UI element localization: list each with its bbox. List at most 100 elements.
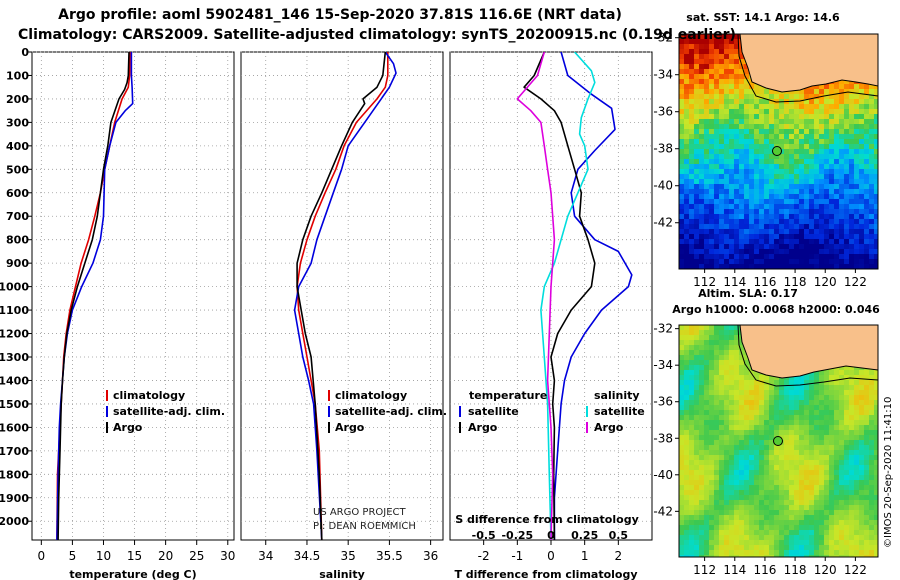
map-cell	[874, 99, 878, 105]
map-cell	[794, 540, 800, 546]
map-cell	[834, 545, 840, 551]
map-cell	[834, 475, 840, 481]
map-cell	[699, 330, 705, 336]
map-cell	[854, 129, 860, 135]
map-cell	[769, 410, 775, 416]
map-cell	[694, 54, 700, 60]
map-cell	[854, 114, 860, 120]
map-cell	[719, 440, 725, 446]
map-cell	[704, 515, 710, 521]
map-cell	[864, 410, 870, 416]
map-cell	[819, 390, 825, 396]
map-cell	[844, 94, 850, 100]
map-cell	[804, 159, 810, 165]
map-cell	[684, 144, 690, 150]
map-cell	[759, 189, 765, 195]
map-cell	[804, 209, 810, 215]
map-cell	[714, 59, 720, 65]
map-cell	[719, 44, 725, 50]
map-cell	[734, 365, 740, 371]
map-cell	[804, 119, 810, 125]
map-cell	[769, 264, 775, 269]
map-cell	[689, 264, 695, 269]
map-cell	[744, 184, 750, 190]
map-cell	[849, 194, 855, 200]
map-cell	[869, 204, 875, 210]
map-cell	[684, 460, 690, 466]
map-cell	[734, 39, 740, 45]
map-cell	[829, 485, 835, 491]
map-cell	[854, 144, 860, 150]
map-cell	[744, 540, 750, 546]
map-cell	[849, 515, 855, 521]
map-cell	[759, 385, 765, 391]
map-cell	[774, 109, 780, 115]
map-cell	[864, 84, 870, 90]
map-cell	[789, 124, 795, 130]
map-cell	[719, 500, 725, 506]
map-cell	[744, 154, 750, 160]
map-cell	[809, 400, 815, 406]
map-cell	[814, 179, 820, 185]
map-cell	[754, 370, 760, 376]
map-cell	[759, 525, 765, 531]
map-cell	[789, 149, 795, 155]
map-cell	[694, 370, 700, 376]
map-cell	[864, 264, 870, 269]
map-cell	[679, 169, 685, 175]
map-cell	[749, 470, 755, 476]
map-cell	[714, 139, 720, 145]
map-cell	[874, 545, 878, 551]
map-cell	[774, 520, 780, 526]
map-cell	[789, 395, 795, 401]
x-tick-label: 34.5	[294, 549, 321, 563]
map-cell	[864, 535, 870, 541]
map-cell	[784, 470, 790, 476]
map-cell	[699, 164, 705, 170]
map-cell	[774, 119, 780, 125]
map-cell	[709, 385, 715, 391]
map-cell	[679, 475, 685, 481]
map-x-tick-label: 114	[723, 563, 746, 577]
map-cell	[819, 460, 825, 466]
map-cell	[679, 385, 685, 391]
map-x-tick-label: 120	[814, 275, 837, 289]
map-cell	[734, 470, 740, 476]
map-cell	[724, 184, 730, 190]
map-cell	[694, 144, 700, 150]
map-cell	[874, 375, 878, 381]
map-cell	[814, 500, 820, 506]
map-cell	[784, 109, 790, 115]
map-cell	[689, 425, 695, 431]
map-cell	[689, 99, 695, 105]
map-cell	[779, 485, 785, 491]
map-cell	[854, 159, 860, 165]
map-cell	[864, 500, 870, 506]
map-cell	[784, 480, 790, 486]
map-cell	[754, 525, 760, 531]
map-cell	[704, 44, 710, 50]
map-cell	[824, 425, 830, 431]
map-cell	[729, 515, 735, 521]
map-cell	[704, 335, 710, 341]
map-cell	[709, 104, 715, 110]
map-cell	[684, 450, 690, 456]
map-cell	[824, 104, 830, 110]
map-cell	[789, 214, 795, 220]
map-cell	[679, 254, 685, 260]
map-cell	[794, 455, 800, 461]
map-cell	[784, 114, 790, 120]
map-cell	[819, 119, 825, 125]
map-cell	[729, 485, 735, 491]
map-cell	[739, 149, 745, 155]
map-cell	[874, 249, 878, 255]
map-cell	[829, 209, 835, 215]
map-cell	[769, 199, 775, 205]
map-cell	[789, 505, 795, 511]
map-cell	[759, 515, 765, 521]
map-cell	[864, 420, 870, 426]
map-cell	[749, 420, 755, 426]
map-cell	[749, 164, 755, 170]
map-cell	[694, 505, 700, 511]
map-cell	[739, 69, 745, 75]
